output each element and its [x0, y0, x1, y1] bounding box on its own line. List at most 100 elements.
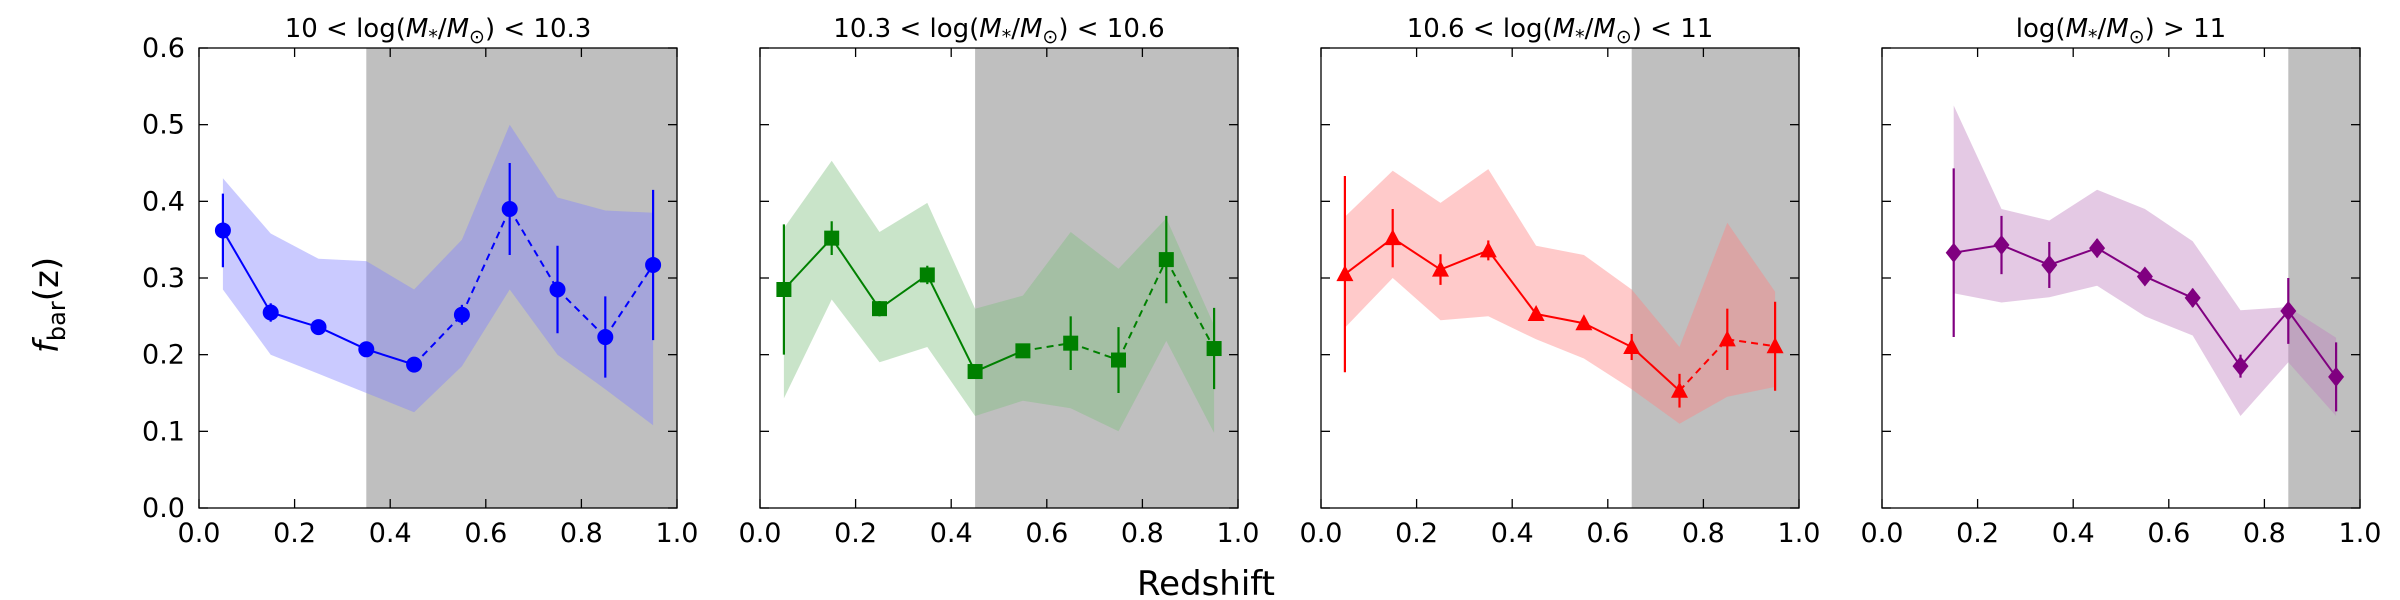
data-point	[1527, 305, 1545, 322]
data-point	[1015, 343, 1031, 359]
data-point	[1384, 229, 1402, 246]
x-tick-label: 0.2	[834, 518, 877, 549]
data-point	[358, 341, 375, 358]
solid-line-segment	[222, 229, 272, 314]
data-point	[824, 230, 840, 246]
data-point	[1111, 352, 1126, 368]
panel-title-part: 10.3 < log(	[833, 14, 979, 44]
x-tick-label: 0.4	[2052, 518, 2095, 549]
data-point	[2041, 254, 2058, 275]
data-point	[2232, 356, 2249, 377]
panel-title-part: ⊙	[1042, 26, 1058, 48]
data-point	[453, 306, 470, 323]
x-tick-label: 0.8	[2243, 518, 2286, 549]
data-point	[1158, 252, 1174, 268]
solid-line-segment	[1535, 313, 1585, 325]
data-point	[310, 319, 327, 336]
uncertainty-band	[222, 124, 654, 426]
data-point	[872, 301, 887, 317]
x-tick-label: 0.0	[1300, 518, 1343, 549]
data-point	[1336, 265, 1354, 282]
panel-title-part: ⊙	[1616, 26, 1632, 48]
solid-line-segment	[783, 237, 833, 291]
data-point	[2184, 287, 2201, 308]
panel-title-part: /	[1585, 14, 1594, 44]
panel-title-part: M	[2066, 14, 2088, 44]
panel-title: 10.6 < log(M*/M⊙) < 11	[1407, 14, 1714, 48]
excluded-redshift-region	[1631, 48, 1799, 508]
solid-line-segment	[878, 274, 928, 310]
data-point	[1063, 335, 1079, 351]
data-point	[406, 356, 423, 373]
dashed-line-segment	[1070, 342, 1119, 361]
panel-title: 10.3 < log(M*/M⊙) < 10.6	[833, 14, 1164, 48]
data-point	[262, 304, 279, 321]
data-point	[501, 201, 518, 217]
y-axis-label-sub: bar	[43, 301, 71, 341]
panel-title-part: 10.6 < log(	[1407, 14, 1553, 44]
data-point	[645, 256, 662, 273]
x-tick-label: 0.6	[1586, 518, 1629, 549]
solid-line-segment	[1487, 249, 1537, 315]
panel-title-part: ⊙	[2129, 26, 2145, 48]
y-axis-label: fbar(z)	[27, 257, 71, 353]
solid-line-segment	[1953, 244, 2002, 254]
solid-line-segment	[2096, 247, 2146, 278]
x-tick-label: 0.6	[464, 518, 507, 549]
x-axis-label: Redshift	[1137, 564, 1275, 600]
solid-line-segment	[318, 326, 367, 351]
panel-title: 10 < log(M*/M⊙) < 10.3	[285, 14, 592, 48]
panel-1: 0.0 0.2 0.4 0.6 0.8 1.0 0.0 0.1 0.2 0.3 0.4 0.5 0.6 1…	[142, 14, 698, 549]
x-tick-label: 0.4	[930, 518, 973, 549]
y-tick-label: 0.5	[142, 110, 185, 141]
dashed-line-segment	[604, 264, 654, 338]
dashed-line-segment	[1165, 259, 1215, 350]
solid-line-segment	[270, 311, 319, 329]
y-tick-label: 0.4	[142, 186, 185, 217]
panel-title-part: log(	[2016, 14, 2066, 44]
solid-line-segment	[2239, 310, 2290, 367]
uncertainty-band	[1953, 105, 2337, 416]
solid-line-segment	[1440, 249, 1489, 271]
dashed-line-segment	[1727, 338, 1776, 348]
data-point	[1479, 241, 1497, 258]
panel-title-part: M	[1593, 14, 1615, 44]
solid-line-segment	[830, 237, 881, 310]
x-tick-label: 1.0	[2339, 518, 2382, 549]
panel-title-part: M	[406, 14, 428, 44]
data-point	[214, 222, 231, 239]
x-tick-label: 0.0	[739, 518, 782, 549]
y-tick-label: 0.6	[142, 33, 185, 64]
data-point	[549, 281, 566, 298]
panel-title-part: M	[979, 14, 1001, 44]
panel-title-part: 10 < log(	[285, 14, 406, 44]
panel-title-part: /	[438, 14, 447, 44]
data-point	[1945, 242, 1962, 263]
panel-title-part: /	[1011, 14, 1020, 44]
solid-line-segment	[1583, 322, 1633, 348]
panel-title: log(M*/M⊙) > 11	[2016, 14, 2226, 48]
dashed-line-segment	[460, 208, 511, 316]
panel-title-part: ) > 11	[2145, 14, 2227, 44]
excluded-redshift-region	[2288, 48, 2360, 508]
data-point	[2136, 266, 2153, 287]
y-tick-label: 0.3	[142, 263, 185, 294]
x-tick-label: 0.0	[178, 518, 221, 549]
panel-title-part: /	[2098, 14, 2107, 44]
data-point	[1671, 381, 1688, 398]
data-point	[1993, 235, 2010, 256]
x-tick-label: 1.0	[656, 518, 699, 549]
x-tick-label: 0.2	[1956, 518, 1999, 549]
panel-title-part: M	[1553, 14, 1575, 44]
y-tick-label: 0.0	[142, 493, 185, 524]
uncertainty-band	[1344, 169, 1776, 424]
panel-title-part: *	[428, 26, 438, 48]
solid-line-segment	[2048, 247, 2098, 266]
solid-line-segment	[974, 349, 1024, 373]
data-point	[967, 364, 983, 380]
panel-title-part: M	[447, 14, 469, 44]
solid-line-segment	[1631, 346, 1681, 392]
data-point	[1575, 314, 1593, 331]
x-tick-label: 1.0	[1217, 518, 1260, 549]
